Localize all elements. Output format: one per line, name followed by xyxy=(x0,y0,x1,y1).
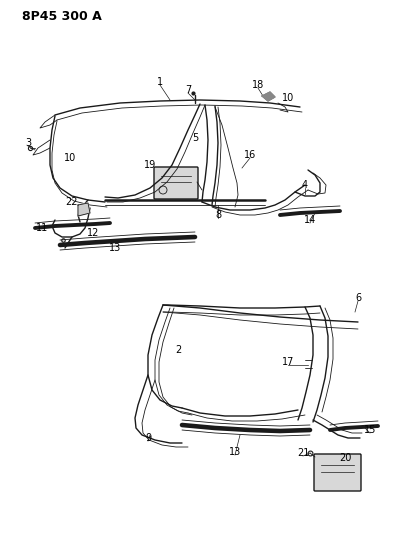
Text: 12: 12 xyxy=(87,228,99,238)
Text: 8: 8 xyxy=(215,210,221,220)
FancyBboxPatch shape xyxy=(314,454,361,491)
Text: 20: 20 xyxy=(339,453,351,463)
Text: 22: 22 xyxy=(66,197,78,207)
Text: 6: 6 xyxy=(355,293,361,303)
Text: 2: 2 xyxy=(175,345,181,355)
Text: 14: 14 xyxy=(304,215,316,225)
FancyBboxPatch shape xyxy=(154,167,198,199)
Text: 19: 19 xyxy=(144,160,156,170)
Text: 21: 21 xyxy=(297,448,309,458)
Text: 13: 13 xyxy=(229,447,241,457)
Text: 7: 7 xyxy=(185,85,191,95)
Text: 16: 16 xyxy=(244,150,256,160)
Text: 9: 9 xyxy=(145,433,151,443)
Polygon shape xyxy=(262,92,275,101)
Text: 4: 4 xyxy=(302,180,308,190)
Text: 1: 1 xyxy=(157,77,163,87)
Text: 17: 17 xyxy=(282,357,294,367)
Text: 10: 10 xyxy=(64,153,76,163)
Text: 8P45 300 A: 8P45 300 A xyxy=(22,10,102,23)
Text: 11: 11 xyxy=(36,223,48,233)
Text: 3: 3 xyxy=(25,138,31,148)
Text: 15: 15 xyxy=(364,425,376,435)
Text: 13: 13 xyxy=(109,243,121,253)
Text: 18: 18 xyxy=(252,80,264,90)
Polygon shape xyxy=(78,203,90,216)
Text: 5: 5 xyxy=(192,133,198,143)
Text: 10: 10 xyxy=(282,93,294,103)
